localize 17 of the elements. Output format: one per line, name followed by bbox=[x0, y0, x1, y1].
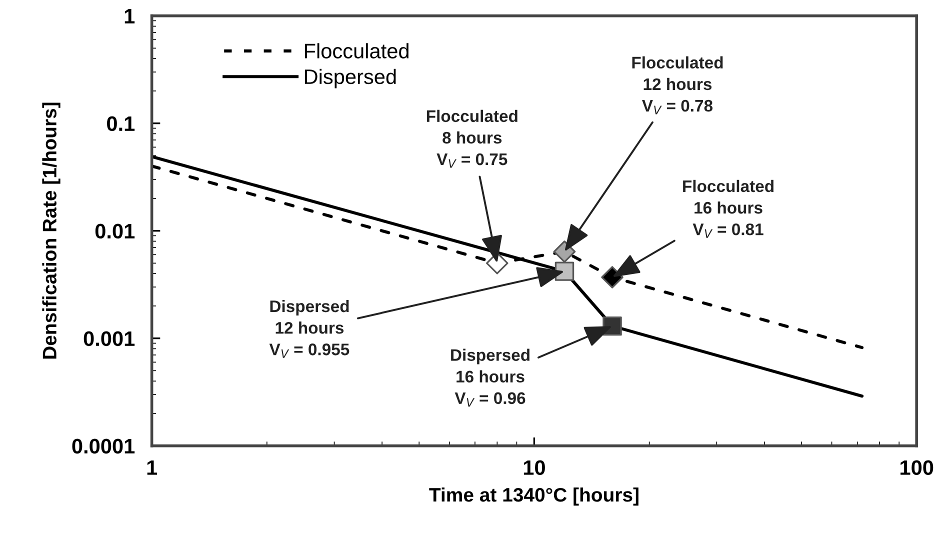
y-tick-label: 1 bbox=[124, 9, 135, 24]
legend-label: Dispersed bbox=[304, 68, 396, 88]
x-tick-label: 10 bbox=[524, 460, 545, 475]
x-tick-label: 1 bbox=[147, 460, 158, 475]
x-axis-title: Time at 1340°C [hours] bbox=[429, 487, 638, 506]
x-tick-label: 100 bbox=[900, 460, 934, 475]
annotation: Dispersed 12 hours V$_{V}$ = 0.955 bbox=[269, 300, 350, 358]
annotation: Dispersed 16 hours V$_{V}$ = 0.96 bbox=[451, 348, 530, 407]
annotation: Flocculated 16 hours V$_{V}$ = 0.81 bbox=[683, 180, 774, 238]
y-tick-label: 0.01 bbox=[95, 224, 135, 239]
y-tick-label: 0.1 bbox=[107, 116, 135, 132]
annotation: Flocculated 12 hours V$_{V}$ = 0.78 bbox=[632, 56, 723, 114]
y-tick-label: 0.001 bbox=[84, 331, 135, 346]
y-axis-title: Densification Rate [1/hours] bbox=[42, 102, 60, 359]
legend-label: Flocculated bbox=[304, 43, 408, 58]
y-tick-label: 0.0001 bbox=[72, 438, 135, 454]
annotation: Flocculated 8 hours V$_{V}$ = 0.75 bbox=[426, 110, 518, 168]
